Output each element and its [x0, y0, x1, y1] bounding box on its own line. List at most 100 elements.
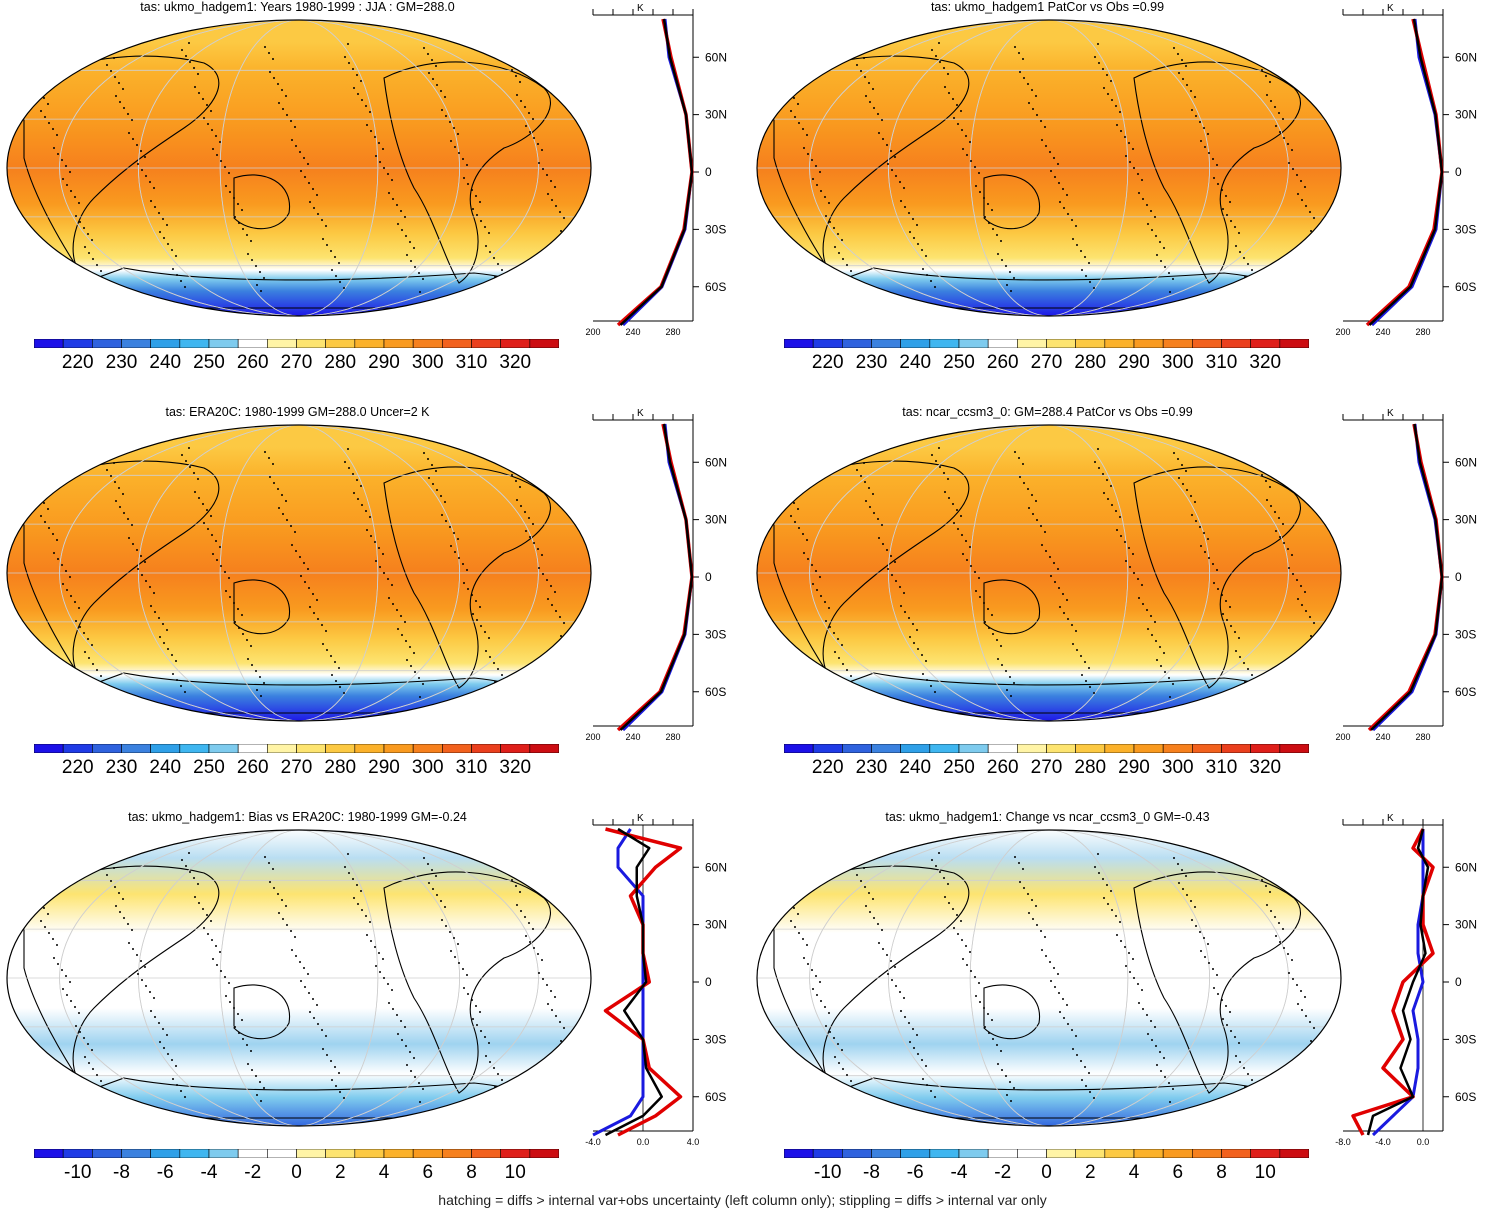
colorbar-swatch [812, 339, 843, 348]
colorbar-tick-label: -6 [156, 1162, 174, 1183]
colorbar-tick-label: 220 [61, 757, 94, 778]
colorbar-tick-label: -10 [64, 1162, 92, 1183]
panel-title: tas: ncar_ccsm3_0: GM=288.4 PatCor vs Ob… [902, 405, 1193, 419]
profile-model-line [1367, 423, 1444, 732]
colorbar-swatch [1250, 339, 1281, 348]
colorbar-swatch [179, 744, 210, 753]
colorbar [784, 1149, 1309, 1158]
lat-tick-label: 30N [705, 918, 727, 932]
colorbar-tick-label: 270 [1030, 757, 1063, 778]
value-tick-label: 240 [1375, 327, 1390, 337]
colorbar-swatch [34, 744, 64, 753]
panel-title: tas: ERA20C: 1980-1999 GM=288.0 Uncer=2 … [165, 405, 430, 419]
colorbar-swatch [1017, 1149, 1047, 1158]
global-map [756, 829, 1342, 1127]
colorbar [784, 744, 1309, 753]
colorbar-swatch [958, 744, 989, 753]
colorbar-swatch [842, 339, 872, 348]
colorbar-swatch [412, 744, 443, 753]
colorbar-swatch [929, 744, 960, 753]
colorbar-tick-label: 220 [811, 757, 844, 778]
zonal-mean-profile: K 60N 30N 0 30S 60S 200 240 280 [1335, 3, 1477, 337]
colorbar-swatch [442, 1149, 472, 1158]
lat-tick-label: 60N [1455, 50, 1477, 64]
lat-tick-label: 30S [1455, 222, 1476, 236]
colorbar-swatch [812, 1149, 843, 1158]
colorbar-tick-label: 250 [943, 352, 975, 373]
colorbar-tick-label: 2 [1084, 1162, 1096, 1183]
colorbar-swatch [784, 744, 814, 753]
colorbar-swatch [1133, 1149, 1164, 1158]
colorbar-tick-label: 290 [368, 352, 400, 373]
colorbar-tick-label: 0 [1041, 1162, 1052, 1183]
colorbar-swatch [412, 339, 443, 348]
colorbar-swatch [383, 1149, 414, 1158]
colorbar-swatch [150, 1149, 181, 1158]
lat-tick-label: 0 [705, 165, 712, 179]
profile-model-line [616, 18, 694, 327]
profile-model-line [603, 827, 683, 1137]
global-map [756, 19, 1342, 317]
colorbar-tick-label: 250 [193, 352, 225, 373]
colorbar-swatch [1162, 1149, 1193, 1158]
value-tick-label: 280 [665, 732, 680, 742]
colorbar [34, 339, 559, 348]
colorbar-swatch [267, 1149, 297, 1158]
lat-tick-label: 60S [1455, 685, 1476, 699]
lat-tick-label: 30S [705, 222, 726, 236]
lat-tick-label: 30N [1455, 513, 1477, 527]
colorbar-swatch [412, 1149, 443, 1158]
colorbar-swatch [121, 1149, 151, 1158]
colorbar-swatch [471, 1149, 501, 1158]
value-tick-label: -4.0 [1375, 1137, 1391, 1147]
colorbar-swatch [1017, 744, 1047, 753]
colorbar-swatch [208, 1149, 239, 1158]
colorbar-swatch [208, 339, 239, 348]
colorbar-tick-label: -2 [244, 1162, 262, 1183]
colorbar-swatch [1221, 744, 1251, 753]
colorbar-swatch [900, 744, 931, 753]
colorbar-tick-label: 310 [1205, 757, 1238, 778]
colorbar-swatch [62, 744, 93, 753]
colorbar-labels: 220 230 240 250 260 270 280 290 300 310 320 [34, 757, 559, 781]
colorbar-swatch [62, 339, 93, 348]
lat-tick-label: 0 [1455, 975, 1462, 989]
colorbar-tick-label: 290 [1118, 352, 1150, 373]
profile-mean-line [1370, 423, 1444, 731]
colorbar-swatch [92, 744, 122, 753]
colorbar-swatch [1192, 339, 1222, 348]
colorbar-tick-label: 220 [811, 352, 844, 373]
colorbar-swatch [1279, 339, 1309, 348]
colorbar-swatch [383, 339, 414, 348]
profile-model-line [1351, 828, 1435, 1136]
colorbar-swatch [208, 744, 239, 753]
unit-label: K [1387, 813, 1394, 824]
colorbar-tick-label: -10 [814, 1162, 842, 1183]
colorbar-swatch [237, 744, 268, 753]
value-tick-label: 280 [665, 327, 680, 337]
value-tick-label: 200 [1335, 327, 1350, 337]
colorbar-tick-label: 300 [1161, 757, 1194, 778]
colorbar-tick-label: -4 [200, 1162, 218, 1183]
colorbar-swatch [784, 1149, 814, 1158]
unit-label: K [1387, 3, 1394, 14]
colorbar-swatch [784, 339, 814, 348]
colorbar-tick-label: 310 [1205, 352, 1238, 373]
colorbar-swatch [354, 339, 385, 348]
lat-tick-label: 60N [705, 860, 727, 874]
colorbar-swatch [871, 1149, 901, 1158]
colorbar-tick-label: 240 [899, 757, 932, 778]
lat-tick-label: 60N [1455, 860, 1477, 874]
lat-tick-label: 60S [705, 685, 726, 699]
colorbar-tick-label: 230 [105, 757, 138, 778]
colorbar-swatch [1046, 1149, 1076, 1158]
lat-tick-label: 30N [1455, 918, 1477, 932]
profile-obs-line [1370, 18, 1444, 327]
colorbar-swatch [500, 1149, 531, 1158]
lat-tick-label: 60S [705, 280, 726, 294]
value-tick-label: 240 [625, 732, 640, 742]
lat-tick-label: 30S [1455, 1032, 1476, 1046]
lat-tick-label: 0 [1455, 570, 1462, 584]
panel-title: tas: ukmo_hadgem1: Change vs ncar_ccsm3_… [885, 810, 1210, 824]
colorbar-swatch [442, 744, 472, 753]
